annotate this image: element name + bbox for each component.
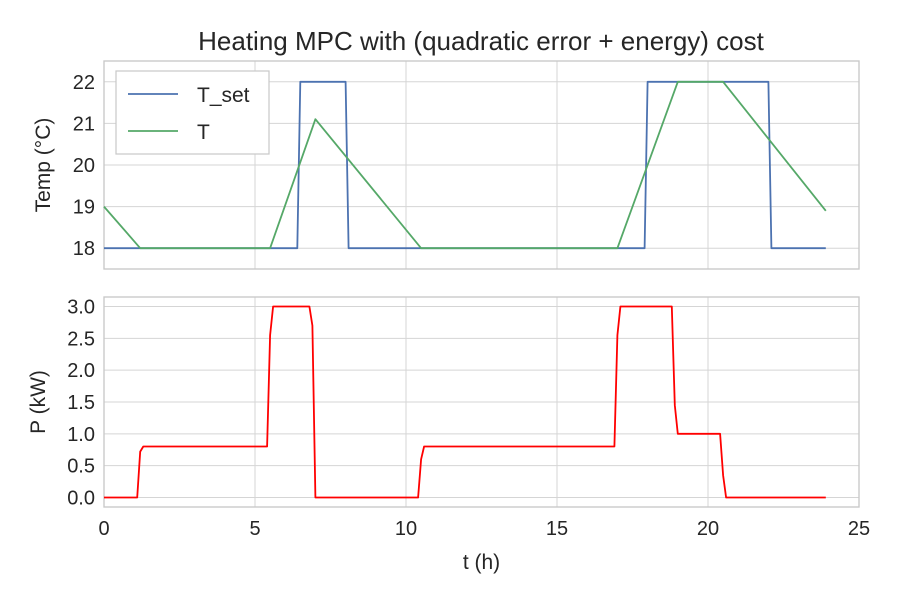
legend-box xyxy=(115,70,270,155)
series-line-t xyxy=(103,80,827,250)
x-tick-label: 10 xyxy=(395,518,417,540)
y-tick-label: 21 xyxy=(73,113,95,135)
x-tick-label: 5 xyxy=(249,518,260,540)
series-line-power xyxy=(104,305,826,499)
plot-frame xyxy=(103,60,860,270)
chart-title: Heating MPC with (quadratic error + ener… xyxy=(198,26,765,56)
x-tick-label: 25 xyxy=(848,518,870,540)
y-tick-label: 22 xyxy=(73,72,95,94)
legend: T_set T xyxy=(115,70,270,155)
y-axis-label: Temp (°C) xyxy=(32,118,55,213)
y-tick-label: 18 xyxy=(73,238,95,260)
legend-label: T_set xyxy=(197,84,250,107)
y-tick-label: 19 xyxy=(73,197,95,219)
y-tick-label: 2.0 xyxy=(67,360,95,382)
x-tick-label: 15 xyxy=(546,518,568,540)
x-tick-label: 20 xyxy=(697,518,719,540)
y-tick-label: 3.0 xyxy=(67,297,95,319)
y-tick-label: 20 xyxy=(73,155,95,177)
y-tick-label: 2.5 xyxy=(67,328,95,350)
x-axis-label: t (h) xyxy=(463,551,500,574)
y-tick-label: 1.5 xyxy=(67,392,95,414)
plot-panel-2: 0.0 0.5 1.0 1.5 2.0 2.5 3.0 P (kW) 0 5 10 15 20 25 t (… xyxy=(27,296,870,574)
y-tick-label: 0.0 xyxy=(67,487,95,509)
y-tick-label: 1.0 xyxy=(67,424,95,446)
plot-panel-1: 18 19 20 21 22 Temp (°C) T_set T xyxy=(32,60,860,270)
y-axis-label: P (kW) xyxy=(27,370,50,434)
y-tick-label: 0.5 xyxy=(67,456,95,478)
plot-frame xyxy=(103,296,860,508)
legend-label: T xyxy=(197,121,210,144)
x-tick-label: 0 xyxy=(98,518,109,540)
